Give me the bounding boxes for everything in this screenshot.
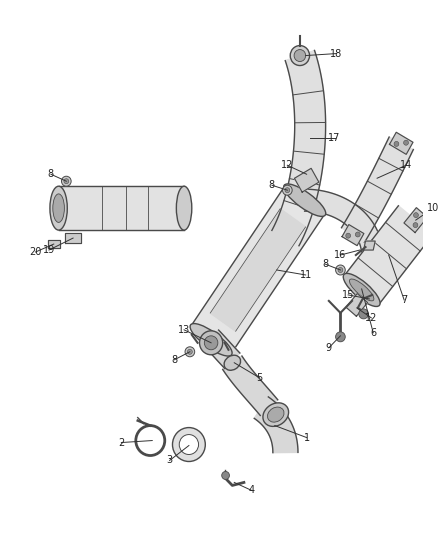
Circle shape [61,176,71,186]
Ellipse shape [190,324,232,356]
Polygon shape [404,208,427,232]
Polygon shape [294,168,319,192]
Text: 8: 8 [48,169,54,179]
Circle shape [205,336,218,350]
Circle shape [413,223,418,228]
Circle shape [187,349,192,354]
Text: 6: 6 [370,328,376,338]
Text: 8: 8 [269,180,275,190]
Polygon shape [65,233,81,243]
Circle shape [185,347,194,357]
Circle shape [285,188,290,193]
Ellipse shape [50,186,67,230]
Ellipse shape [263,403,289,426]
Circle shape [200,331,223,355]
Text: 15: 15 [342,290,354,300]
Circle shape [394,141,399,147]
Polygon shape [48,240,60,248]
Text: 18: 18 [330,49,343,59]
Polygon shape [210,209,306,331]
Circle shape [290,46,310,66]
Text: 20: 20 [29,247,42,257]
Text: 17: 17 [328,133,341,143]
Text: 11: 11 [300,270,312,280]
Circle shape [338,268,343,272]
Polygon shape [342,224,364,246]
Text: 13: 13 [178,325,190,335]
Text: 14: 14 [400,160,412,170]
Text: 8: 8 [171,355,177,365]
Circle shape [64,179,69,184]
Circle shape [336,332,345,342]
Text: 1: 1 [304,433,310,442]
Circle shape [222,472,230,480]
Text: 4: 4 [249,486,254,495]
Text: 12: 12 [281,160,293,170]
Text: 16: 16 [334,250,346,260]
Polygon shape [346,294,367,316]
Circle shape [336,265,345,275]
Text: 12: 12 [365,313,378,323]
Text: 5: 5 [256,373,262,383]
Text: 2: 2 [118,438,124,448]
Ellipse shape [284,184,326,216]
Text: 10: 10 [427,203,438,213]
Polygon shape [344,206,433,304]
Text: 3: 3 [166,456,173,465]
Circle shape [179,434,198,455]
Polygon shape [272,51,325,246]
Circle shape [294,50,306,61]
Text: 8: 8 [322,259,328,269]
Text: 9: 9 [326,343,332,353]
Ellipse shape [224,355,240,370]
Polygon shape [223,356,278,416]
Ellipse shape [177,186,192,230]
Polygon shape [342,137,413,243]
Text: 7: 7 [401,295,407,305]
Circle shape [413,213,418,217]
Text: 19: 19 [43,245,55,255]
Polygon shape [364,241,375,250]
Ellipse shape [343,273,380,306]
Circle shape [355,232,360,237]
Ellipse shape [268,407,284,422]
Polygon shape [204,330,240,368]
Polygon shape [389,132,413,155]
Circle shape [359,309,368,319]
Ellipse shape [53,194,64,222]
Circle shape [403,140,409,145]
Circle shape [346,233,350,238]
Circle shape [283,185,292,195]
Circle shape [173,427,205,462]
Polygon shape [191,186,325,354]
Polygon shape [254,397,298,453]
Polygon shape [304,189,383,287]
Polygon shape [59,186,184,230]
Ellipse shape [350,279,374,301]
